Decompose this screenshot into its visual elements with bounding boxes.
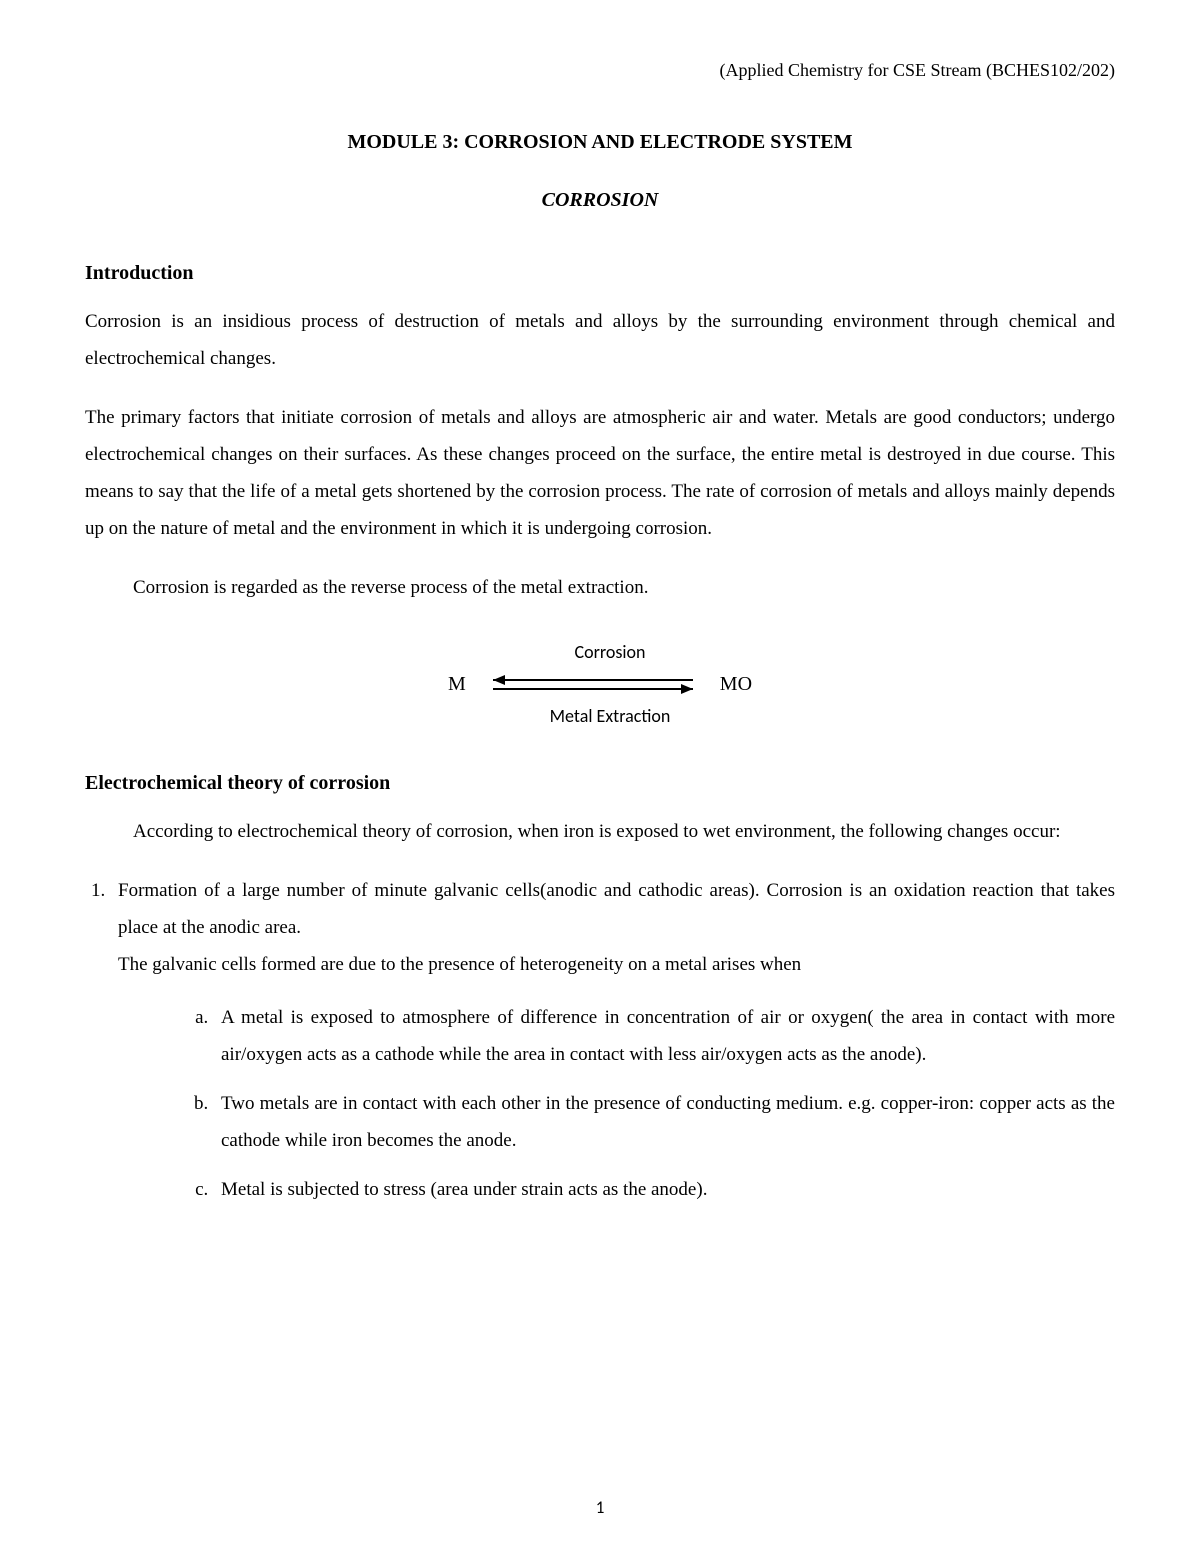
electro-heading: Electrochemical theory of corrosion (85, 772, 1115, 795)
sub-item-c: Metal is subjected to stress (area under… (213, 1171, 1115, 1208)
list-item-1-follow: The galvanic cells formed are due to the… (118, 946, 1115, 983)
intro-heading: Introduction (85, 262, 1115, 285)
page-number: 1 (596, 1497, 605, 1518)
double-arrow-icon (478, 669, 708, 699)
diagram-top-label: Corrosion (575, 641, 646, 663)
module-title: MODULE 3: CORROSION AND ELECTRODE SYSTEM (85, 131, 1115, 154)
sub-item-b: Two metals are in contact with each othe… (213, 1085, 1115, 1159)
intro-para-2: The primary factors that initiate corros… (85, 399, 1115, 547)
sub-list: A metal is exposed to atmosphere of diff… (188, 999, 1115, 1208)
course-header: (Applied Chemistry for CSE Stream (BCHES… (85, 60, 1115, 81)
subtitle: CORROSION (85, 189, 1115, 212)
electro-intro: According to electrochemical theory of c… (85, 813, 1115, 850)
intro-para-3: Corrosion is regarded as the reverse pro… (85, 569, 1115, 606)
sub-item-a: A metal is exposed to atmosphere of diff… (213, 999, 1115, 1073)
list-item-1-text: Formation of a large number of minute ga… (118, 880, 1115, 938)
reaction-diagram: Corrosion M MO Metal Extraction (85, 641, 1115, 727)
diagram-right-label: MO (720, 673, 752, 696)
main-list: Formation of a large number of minute ga… (90, 872, 1115, 1207)
diagram-bottom-label: Metal Extraction (550, 705, 671, 727)
list-item-1: Formation of a large number of minute ga… (110, 872, 1115, 1207)
diagram-left-label: M (448, 673, 466, 696)
intro-para-1: Corrosion is an insidious process of des… (85, 303, 1115, 377)
